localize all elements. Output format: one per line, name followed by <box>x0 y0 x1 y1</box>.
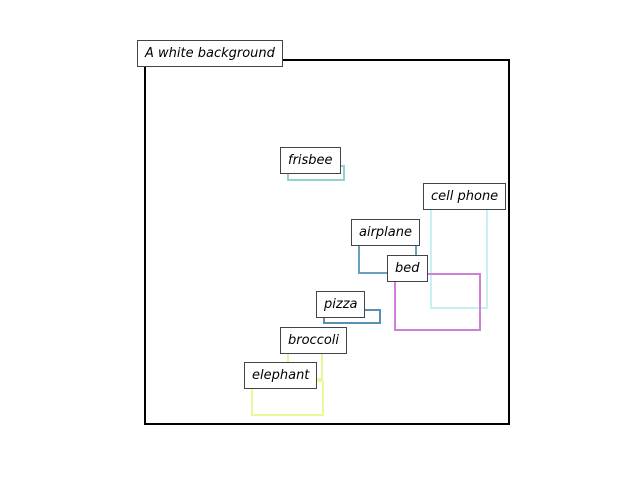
bed-box <box>394 273 481 331</box>
pizza-label: pizza <box>316 291 366 318</box>
airplane-label: airplane <box>351 219 420 246</box>
elephant-label: elephant <box>244 362 318 389</box>
scene-frame <box>144 59 510 425</box>
cell-phone-label: cell phone <box>423 183 507 210</box>
frisbee-label: frisbee <box>280 147 341 174</box>
title-label: A white background <box>137 40 283 67</box>
broccoli-label: broccoli <box>280 327 348 354</box>
bed-label: bed <box>387 255 428 282</box>
